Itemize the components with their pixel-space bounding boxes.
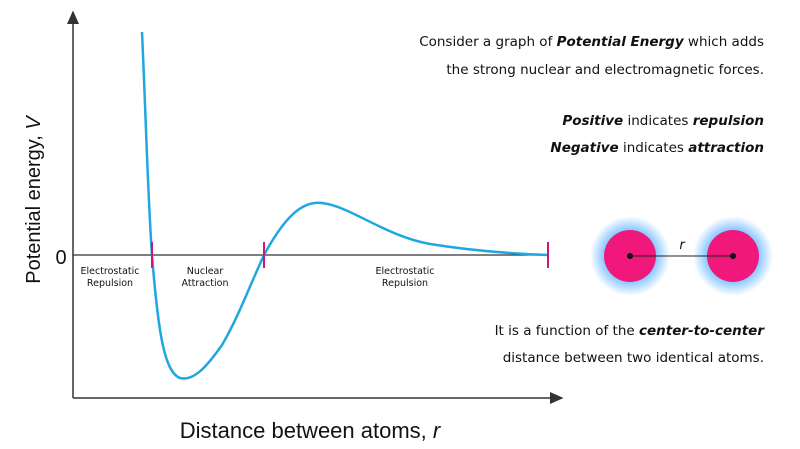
label-symbol: r	[433, 418, 442, 443]
x-axis-label: Distance between atoms, r	[180, 418, 442, 443]
function-line: It is a function of the center-to-center	[495, 323, 766, 339]
label-symbol: V	[23, 115, 45, 130]
intro-line: Consider a graph of Potential Energy whi…	[419, 34, 764, 50]
region-labels: Electrostatic Repulsion Nuclear Attracti…	[80, 266, 434, 289]
text: the strong nuclear and electromagnetic f…	[446, 62, 764, 78]
atom-center	[627, 253, 633, 259]
text: distance between two identical atoms.	[503, 350, 764, 366]
atoms: r	[590, 216, 773, 296]
region-label: Attraction	[182, 278, 229, 289]
description: Consider a graph of Potential Energy whi…	[419, 34, 765, 366]
text: Consider a graph of	[419, 34, 556, 50]
label-text: Potential energy,	[23, 130, 45, 284]
distance-label: r	[679, 238, 686, 253]
atom-center	[730, 253, 736, 259]
text: which adds	[684, 34, 764, 50]
region-label: Electrostatic	[80, 266, 139, 277]
negative-line: Negative indicates attraction	[550, 140, 764, 156]
region-label: Repulsion	[87, 278, 133, 289]
emphasis: Potential Energy	[557, 34, 685, 50]
label-text: Distance between atoms,	[180, 418, 433, 443]
emphasis: Negative	[550, 140, 618, 156]
text: indicates	[623, 113, 693, 129]
emphasis: repulsion	[693, 113, 764, 129]
emphasis: Positive	[562, 113, 623, 129]
y-axis-label: Potential energy, V	[23, 115, 45, 284]
text: It is a function of the	[495, 323, 639, 339]
function-line: distance between two identical atoms.	[503, 350, 764, 366]
region-label: Repulsion	[382, 278, 428, 289]
intro-line: the strong nuclear and electromagnetic f…	[446, 62, 764, 78]
emphasis: center-to-center	[639, 323, 765, 339]
positive-line: Positive indicates repulsion	[562, 113, 764, 129]
zero-label: 0	[55, 247, 66, 269]
region-label: Nuclear	[187, 266, 224, 277]
text: indicates	[619, 140, 689, 156]
region-label: Electrostatic	[375, 266, 434, 277]
emphasis: attraction	[688, 140, 764, 156]
boundary-ticks	[151, 242, 549, 268]
potential-curve	[140, 31, 549, 380]
